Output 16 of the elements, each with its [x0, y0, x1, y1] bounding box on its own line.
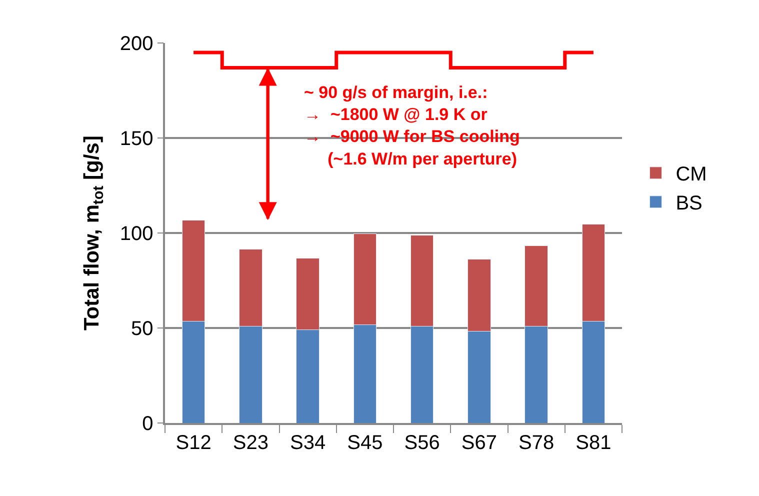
legend-label: CM — [676, 164, 707, 186]
annotation: ~ 90 g/s of margin, i.e.: → ~1800 W @ 1.9 K or → ~9000 W for BS cooling (~1.6 W/m per aperture) — [304, 83, 520, 168]
x-tick-label: S23 — [232, 432, 268, 454]
x-tick-label: S12 — [176, 432, 212, 454]
legend-label: BS — [676, 192, 702, 215]
y-tick-label: 100 — [120, 223, 154, 245]
y-tick-label: 150 — [120, 128, 154, 150]
x-tick-label: S81 — [576, 432, 612, 454]
x-tick-label: S34 — [290, 432, 326, 454]
y-tick-label: 50 — [131, 318, 154, 340]
x-tick-label: S78 — [518, 432, 554, 454]
x-tick-label: S67 — [461, 432, 497, 454]
x-tick-label: S45 — [347, 432, 383, 454]
y-tick-label: 200 — [120, 33, 154, 55]
y-tick-label: 0 — [142, 413, 154, 435]
x-tick-label: S56 — [404, 432, 440, 454]
